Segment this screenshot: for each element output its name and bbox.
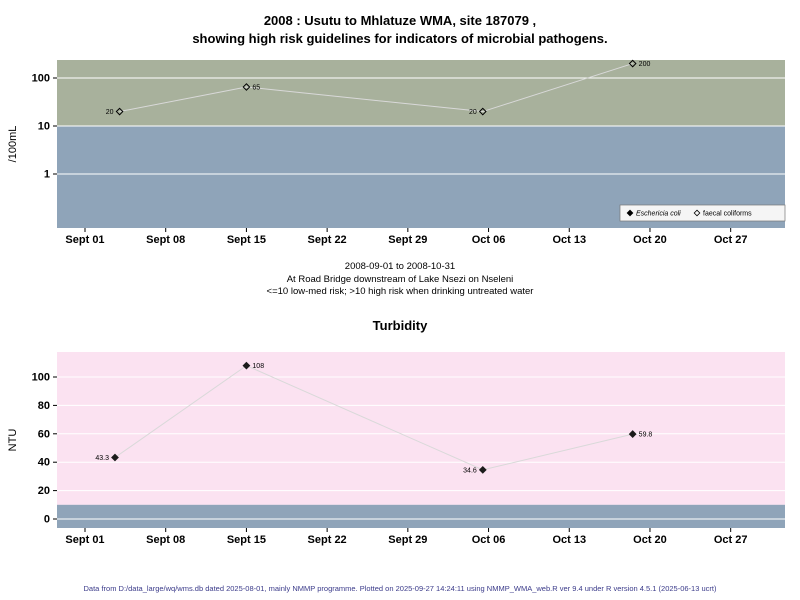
- page-title: 2008 : Usutu to Mhlatuze WMA, site 18707…: [0, 12, 800, 48]
- y-tick-label: 0: [44, 514, 50, 526]
- data-point-label: 20: [469, 109, 477, 116]
- x-tick-label: Oct 27: [714, 234, 748, 246]
- x-tick-label: Sept 22: [308, 234, 347, 246]
- x-tick-label: Oct 27: [714, 534, 748, 546]
- x-tick-label: Oct 06: [472, 234, 506, 246]
- microbial-band-above-threshold: [57, 60, 785, 126]
- x-tick-label: Oct 20: [633, 534, 667, 546]
- data-point-label: 59.8: [639, 432, 653, 439]
- turbidity-chart: 0 20 40 60 80 100 Sept 01 Sept 08 Sept 15 Sept 22…: [7, 352, 785, 546]
- y-tick-label: 100: [32, 372, 50, 384]
- y-tick-label: 80: [38, 400, 50, 412]
- microbial-y-axis-label: /100mL: [7, 126, 19, 163]
- subtitle-risk-note: <=10 low-med risk; >10 high risk when dr…: [266, 286, 534, 297]
- x-tick-label: Sept 29: [388, 534, 427, 546]
- turbidity-y-axis-label: NTU: [7, 429, 19, 452]
- data-point-label: 200: [639, 61, 651, 68]
- data-point-marker: [478, 107, 487, 116]
- x-tick-label: Sept 01: [65, 534, 104, 546]
- data-point-marker: [478, 465, 487, 474]
- x-tick-label: Sept 22: [308, 534, 347, 546]
- data-point-label: 20: [106, 109, 114, 116]
- open-diamond: [693, 209, 701, 217]
- turbidity-band-below-threshold: [57, 504, 785, 528]
- x-tick-label: Oct 20: [633, 234, 667, 246]
- data-point-label: 43.3: [95, 455, 109, 462]
- x-tick-label: Sept 29: [388, 234, 427, 246]
- legend: Eschericia coli faecal coliforms: [619, 204, 786, 222]
- x-tick-label: Oct 13: [552, 234, 586, 246]
- legend-label: faecal coliforms: [703, 211, 752, 218]
- y-tick-label: 10: [38, 121, 50, 133]
- page-title-line1: 2008 : Usutu to Mhlatuze WMA, site 18707…: [263, 13, 537, 28]
- x-tick-label: Sept 15: [227, 534, 266, 546]
- microbial-chart: 1 10 100 Sept 01 Sept 08 Sept 15 Sept 22 Sept 2…: [7, 59, 786, 246]
- data-point-label: 34.6: [463, 467, 477, 474]
- microbial-chart-subtitle: 2008-09-01 to 2008-10-31 At Road Bridge …: [0, 261, 800, 299]
- footer-note: Data from D:/data_large/wq/wms.db dated …: [83, 584, 717, 593]
- data-point-marker: [242, 361, 251, 370]
- data-point-marker: [242, 83, 251, 91]
- x-tick-label: Sept 01: [65, 234, 104, 246]
- data-point-label: 108: [252, 363, 264, 370]
- y-tick-label: 40: [38, 457, 50, 469]
- x-tick-label: Sept 08: [146, 534, 185, 546]
- series-line: [119, 63, 633, 113]
- subtitle-location: At Road Bridge downstream of Lake Nsezi …: [286, 273, 514, 285]
- series-line: [114, 365, 633, 471]
- y-tick-label: 1: [44, 169, 50, 181]
- turbidity-band-above-threshold: [57, 352, 785, 505]
- y-tick-label: 20: [38, 485, 50, 497]
- data-point-marker: [628, 59, 637, 68]
- x-tick-label: Sept 15: [227, 234, 266, 246]
- x-tick-label: Oct 13: [552, 534, 586, 546]
- y-tick-label: 100: [32, 73, 50, 85]
- x-tick-label: Oct 06: [472, 534, 506, 546]
- data-point-marker: [628, 430, 637, 438]
- filled-diamond: [626, 209, 634, 217]
- x-tick-label: Sept 08: [146, 234, 185, 246]
- page-title-line2: showing high risk guidelines for indicat…: [192, 31, 608, 46]
- subtitle-date-range: 2008-09-01 to 2008-10-31: [344, 261, 456, 272]
- legend-label: Eschericia coli: [636, 211, 681, 218]
- y-tick-label: 60: [38, 428, 50, 440]
- data-point-marker: [115, 107, 124, 116]
- data-point-marker: [111, 453, 119, 462]
- legend-box: [619, 204, 786, 222]
- data-point-label: 65: [252, 84, 260, 91]
- turbidity-chart-title: Turbidity: [372, 318, 428, 333]
